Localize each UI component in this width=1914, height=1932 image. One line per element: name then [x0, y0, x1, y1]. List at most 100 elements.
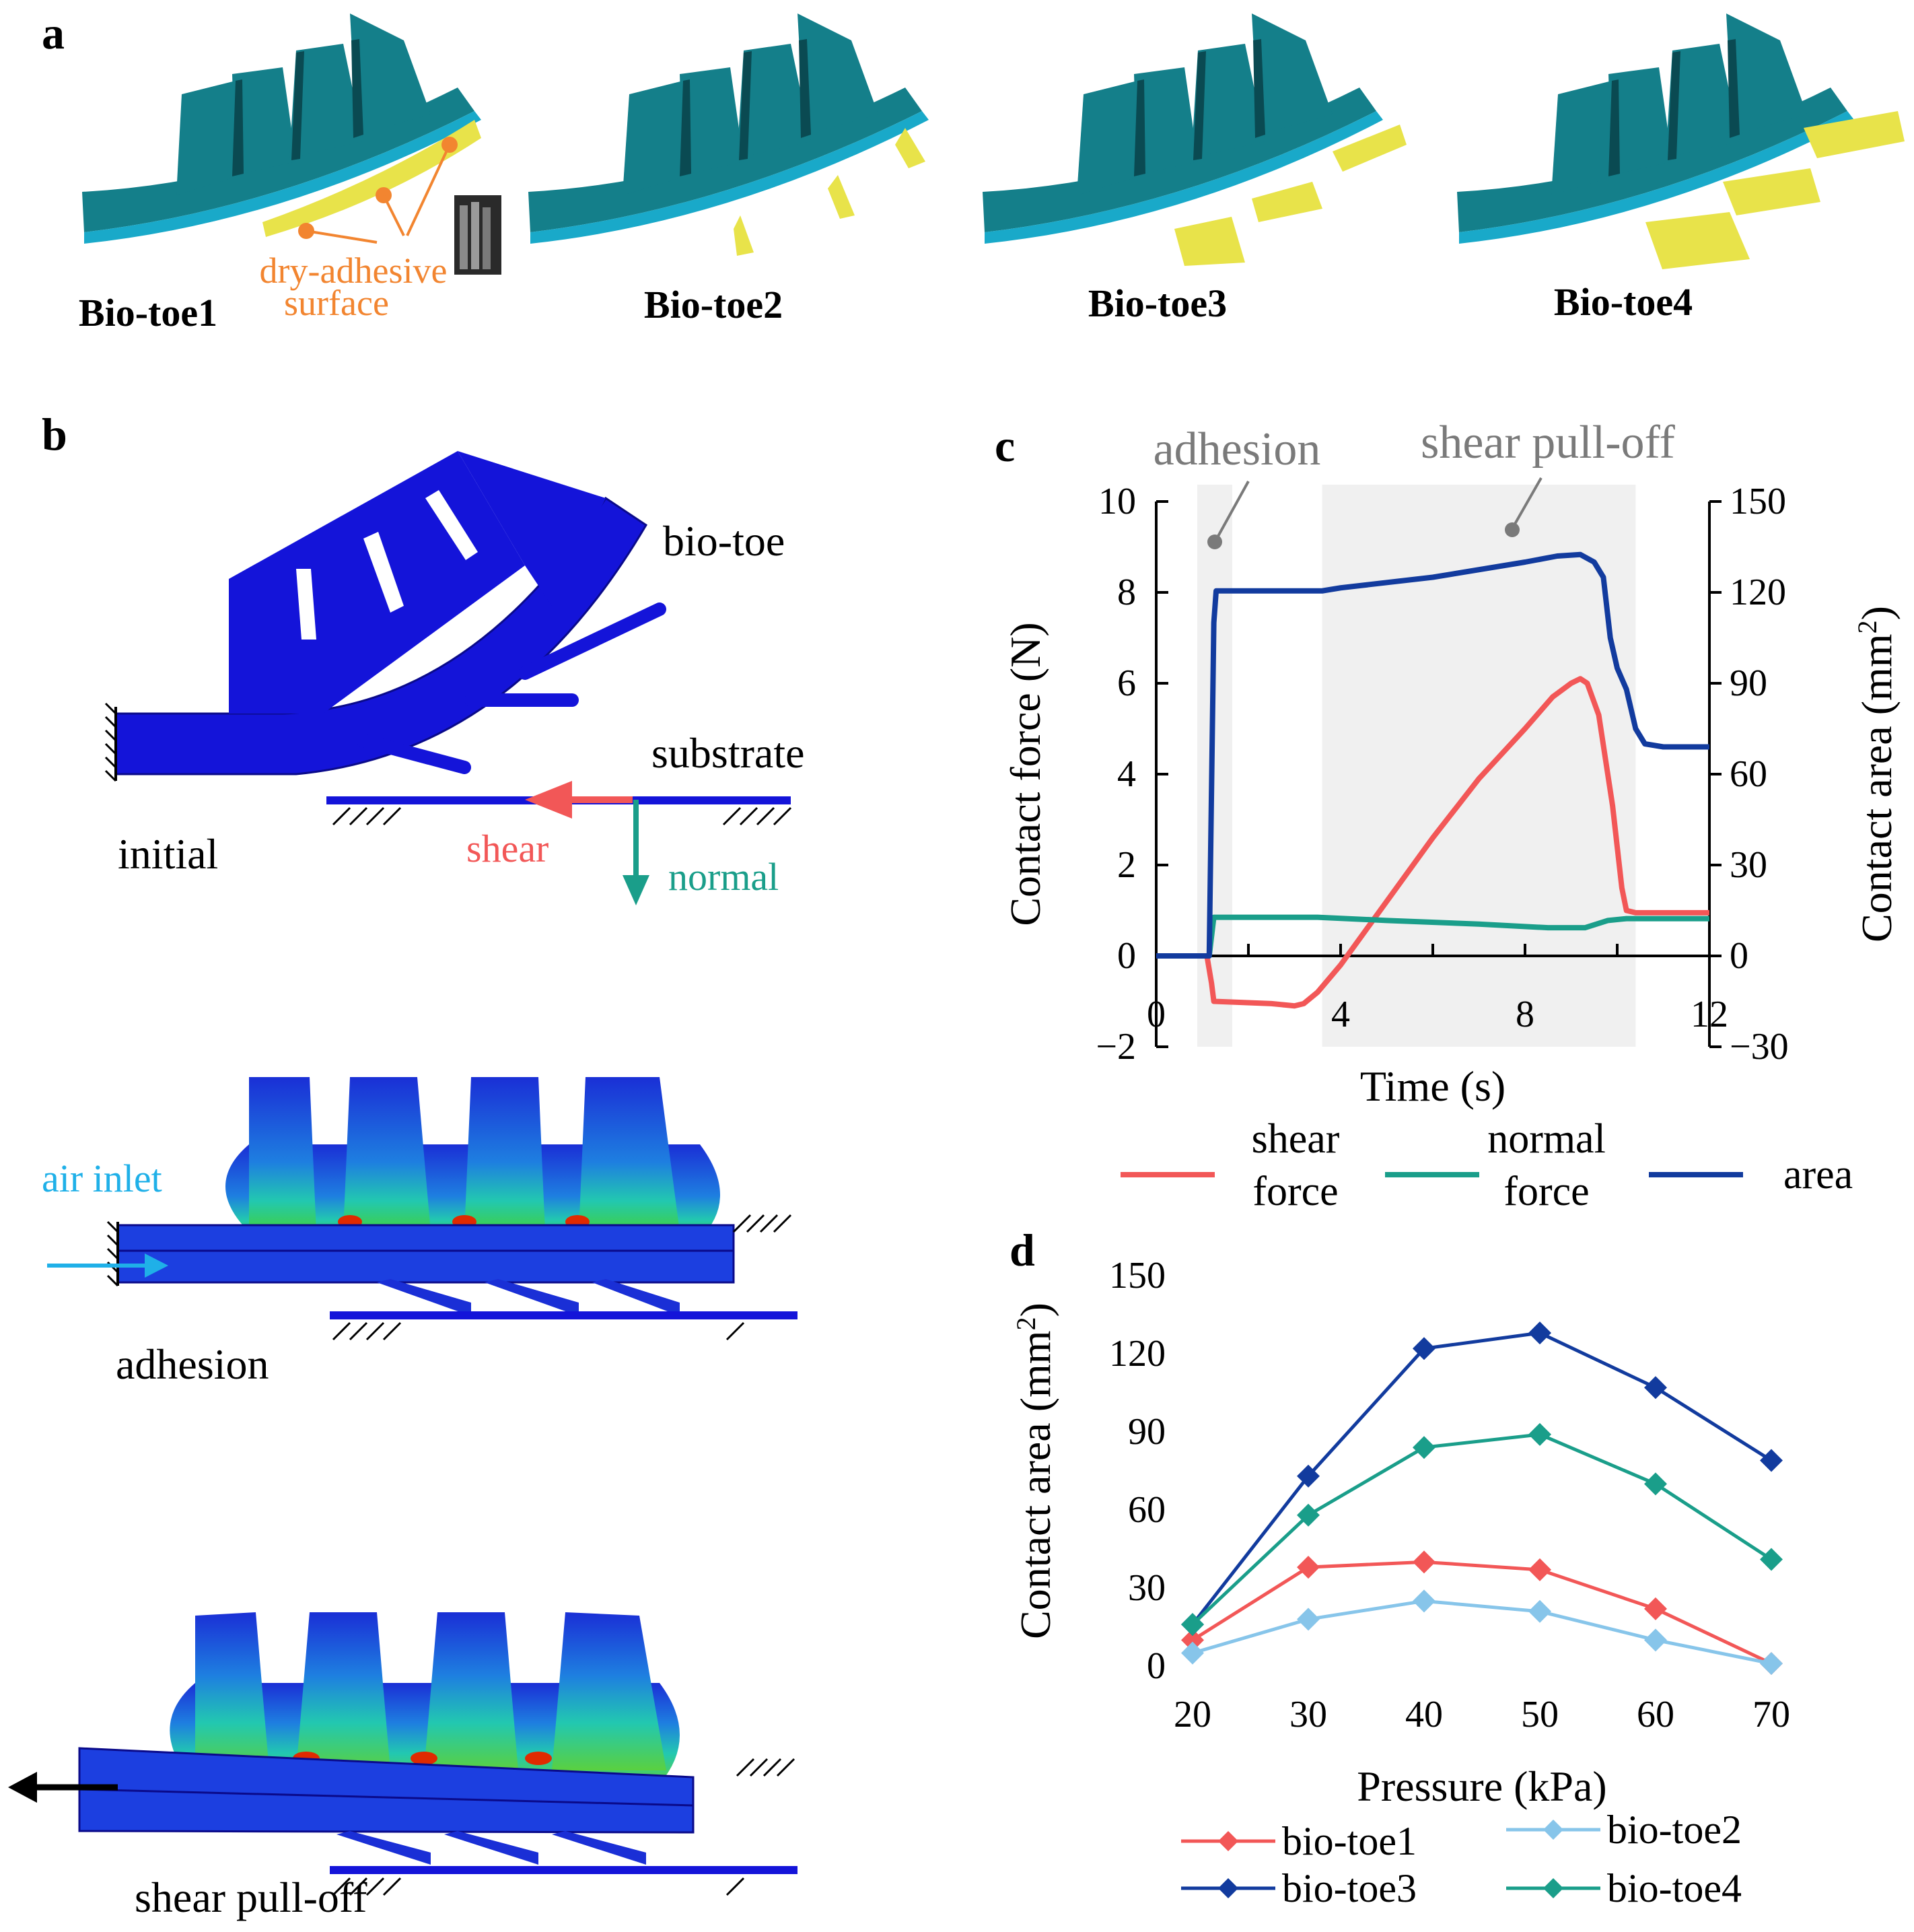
bio-toe2-model [528, 13, 929, 256]
d-marker-bio-toe1 [1181, 1628, 1204, 1652]
phase-label-shear-pull-off: shear pull-off [1421, 417, 1675, 469]
c-legend-label: force [1503, 1169, 1589, 1214]
bio-toe4-model [1457, 13, 1905, 269]
normal-label: normal [668, 855, 779, 899]
c-ytick-label: 8 [1117, 572, 1136, 613]
initial-label: initial [118, 830, 218, 878]
c-ytick-label: 4 [1117, 753, 1136, 795]
c-y2label: Contact area (mm2) [1852, 606, 1901, 942]
c-y2tick-label: −30 [1730, 1026, 1789, 1068]
c-ytick-label: 10 [1098, 481, 1136, 522]
d-ylabel: Contact area (mm2) [1011, 1303, 1060, 1639]
c-y2tick-label: 0 [1730, 935, 1748, 977]
d-marker-bio-toe3 [1644, 1376, 1667, 1400]
normal-arrow [623, 800, 649, 905]
c-series-normal-force [1156, 914, 1709, 959]
c-legend-label: shear [1252, 1116, 1340, 1162]
panel-d-letter: d [1009, 1224, 1035, 1276]
bio-toe1-name: Bio-toe1 [79, 291, 217, 335]
d-xtick-label: 60 [1637, 1694, 1674, 1735]
dry-adhesive-label-line1: dry-adhesive [260, 250, 448, 291]
bio-toe1-model [82, 13, 481, 244]
shear-label: shear [466, 827, 548, 870]
c-series-shear-force [1156, 676, 1709, 1009]
c-y2tick-label: 120 [1730, 572, 1786, 613]
bio-toe4-name: Bio-toe4 [1554, 280, 1693, 324]
c-xlabel: Time (s) [1360, 1062, 1505, 1110]
c-legend-label: normal [1487, 1116, 1606, 1162]
c-ytick-label: 2 [1117, 844, 1136, 886]
bio-toe3-name: Bio-toe3 [1088, 281, 1227, 325]
c-ylabel: Contact force (N) [1001, 622, 1049, 926]
d-marker-bio-toe4 [1181, 1613, 1204, 1636]
d-marker-bio-toe4 [1413, 1436, 1436, 1459]
d-marker-bio-toe1 [1644, 1597, 1667, 1620]
adhesion-state-label: adhesion [116, 1340, 269, 1388]
c-xtick-label: 4 [1331, 994, 1350, 1035]
d-xtick-label: 20 [1174, 1694, 1211, 1735]
d-legend-label: bio-toe3 [1282, 1866, 1417, 1910]
panel-c-letter: c [995, 420, 1015, 471]
d-series-bio-toe3 [1191, 1331, 1773, 1626]
chart-d: 0 30 60 90 120 150 20 30 40 50 60 70 Pressure (kPa) C… [1011, 1255, 1791, 1910]
dry-adhesive-label-line2: surface [284, 283, 389, 323]
phase-pointer-adhesion [1215, 481, 1250, 539]
d-ytick-label: 60 [1128, 1489, 1166, 1531]
d-xtick-label: 50 [1521, 1694, 1559, 1735]
d-ytick-label: 30 [1128, 1567, 1166, 1609]
phase-dot-adhesion [1207, 534, 1222, 549]
c-y2tick-label: 30 [1730, 844, 1767, 886]
d-ytick-label: 150 [1109, 1255, 1166, 1297]
d-xtick-label: 40 [1405, 1694, 1443, 1735]
panel-a-letter: a [42, 7, 65, 59]
c-ytick-label: −2 [1096, 1026, 1136, 1068]
shear-pull-off-state-label: shear pull-off [135, 1873, 367, 1921]
c-xtick-label: 12 [1691, 994, 1728, 1035]
d-legend-marker [1218, 1831, 1238, 1851]
d-legend-marker [1543, 1878, 1563, 1898]
d-legend-marker [1543, 1820, 1563, 1840]
c-y2tick-label: 90 [1730, 662, 1767, 704]
d-marker-bio-toe3 [1528, 1321, 1551, 1345]
d-marker-bio-toe2 [1413, 1589, 1436, 1613]
c-ytick-label: 6 [1117, 662, 1136, 704]
c-ytick-label: 0 [1117, 935, 1136, 977]
bio-toe3-model [983, 13, 1407, 266]
bio-toe-adhesion-fem [47, 1077, 798, 1341]
phase-dot-shear-pull-off [1505, 522, 1520, 537]
c-y2tick-label: 150 [1730, 481, 1786, 522]
dry-adhesive-callout [298, 137, 501, 275]
d-marker-bio-toe2 [1760, 1652, 1783, 1676]
d-ytick-label: 0 [1147, 1645, 1166, 1687]
bio-toe-initial-model [104, 451, 666, 782]
bio-toe-label: bio-toe [663, 517, 785, 565]
bio-toe2-name: Bio-toe2 [644, 283, 783, 326]
d-marker-bio-toe4 [1528, 1422, 1551, 1446]
phase-shade-0 [1197, 485, 1233, 1047]
d-marker-bio-toe2 [1644, 1628, 1667, 1652]
c-y2tick-label: 60 [1730, 753, 1767, 795]
d-legend-label: bio-toe1 [1282, 1819, 1417, 1863]
d-xlabel: Pressure (kPa) [1357, 1762, 1606, 1810]
d-ytick-label: 90 [1128, 1411, 1166, 1453]
d-marker-bio-toe2 [1528, 1599, 1551, 1623]
panel-b-letter: b [42, 409, 67, 460]
d-xtick-label: 30 [1289, 1694, 1327, 1735]
chart-c: adhesion shear pull-off −2 0 2 4 6 8 10 −30 0 30 60 9… [1001, 417, 1901, 1214]
c-legend-label: area [1783, 1152, 1853, 1198]
d-marker-bio-toe4 [1760, 1548, 1783, 1571]
d-marker-bio-toe1 [1413, 1550, 1436, 1574]
d-marker-bio-toe1 [1297, 1556, 1320, 1579]
c-xtick-label: 0 [1147, 994, 1166, 1035]
d-series-bio-toe4 [1191, 1433, 1773, 1626]
phase-label-adhesion: adhesion [1154, 423, 1321, 475]
d-legend-marker [1218, 1878, 1238, 1898]
d-marker-bio-toe2 [1297, 1608, 1320, 1631]
d-legend-label: bio-toe2 [1607, 1807, 1742, 1852]
d-marker-bio-toe4 [1297, 1503, 1320, 1527]
c-series-area [1156, 551, 1709, 959]
c-legend-label: force [1252, 1169, 1338, 1214]
d-series-bio-toe1 [1191, 1560, 1773, 1665]
phase-shade-1 [1322, 485, 1636, 1047]
